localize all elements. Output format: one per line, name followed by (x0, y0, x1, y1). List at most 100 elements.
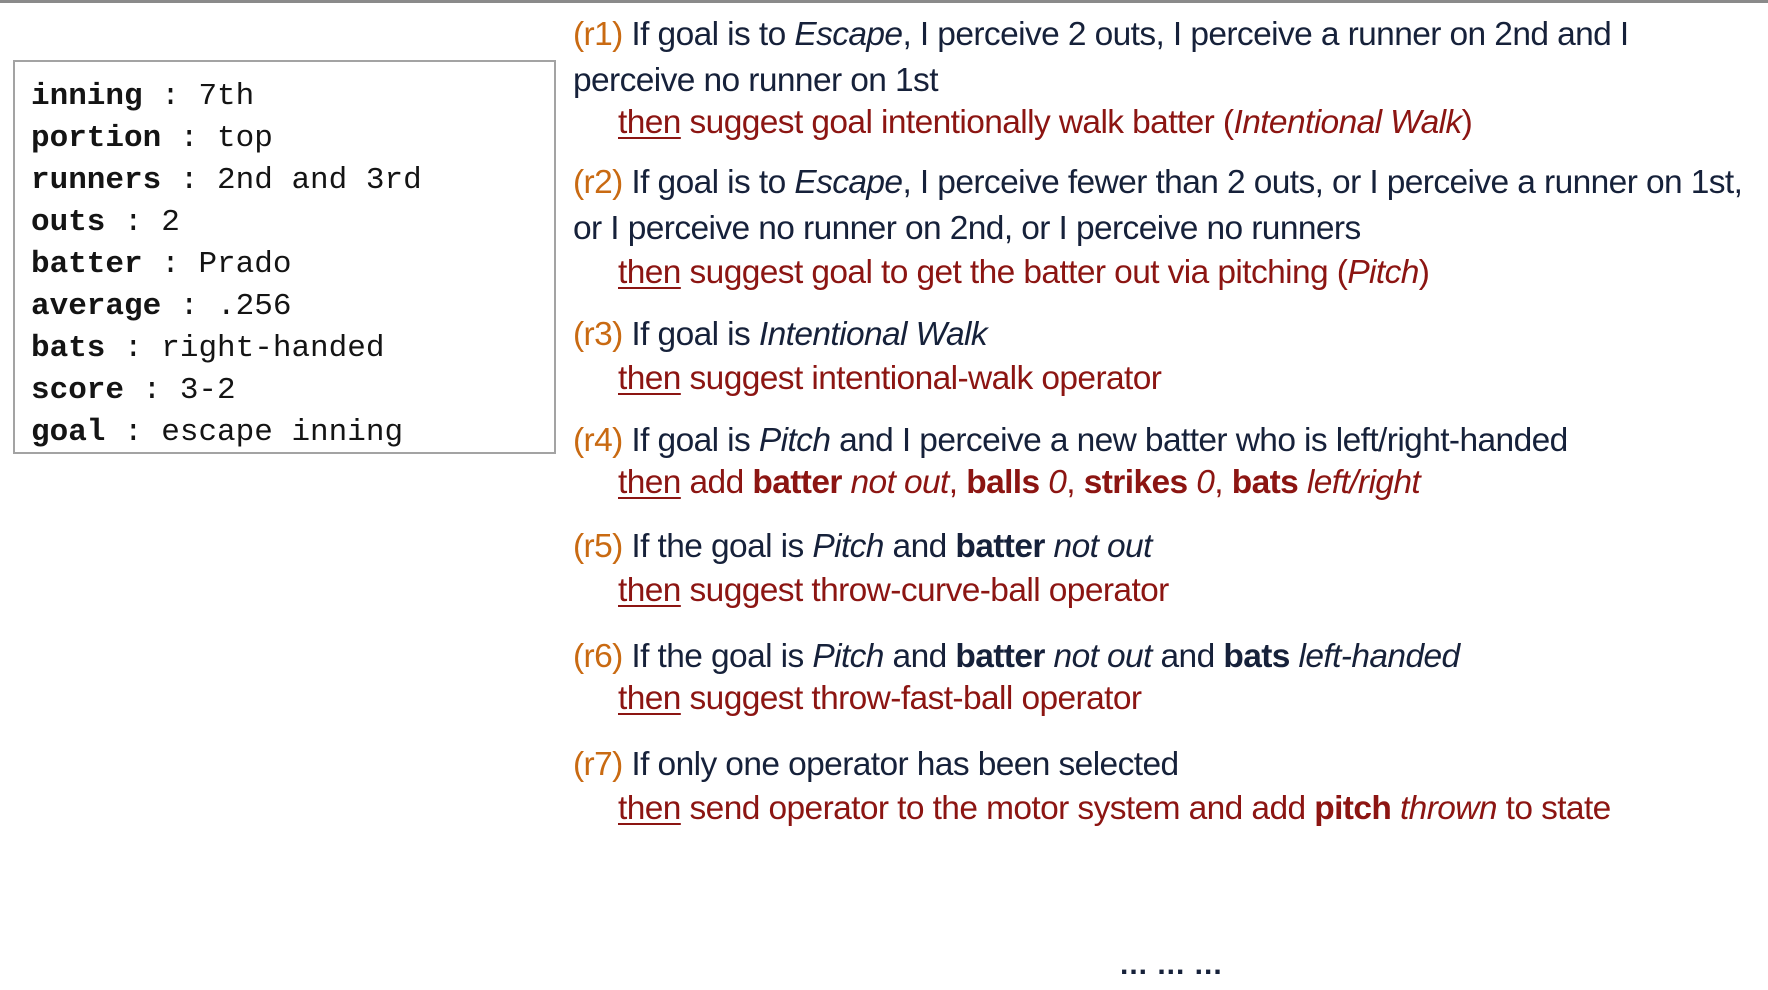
condition-value: not out (1044, 638, 1153, 675)
rule-id: (r1) (573, 16, 623, 53)
action-term: Intentional Walk (1233, 104, 1462, 141)
state-row-outs: outs : 2 (31, 202, 554, 244)
state-value: right-handed (161, 331, 385, 366)
action-text: ) (1461, 104, 1473, 141)
action-value: left/right (1298, 464, 1421, 501)
state-row-bats: bats : right-handed (31, 328, 554, 370)
then-keyword: then (618, 360, 681, 397)
state-value: 3-2 (179, 373, 236, 408)
rule-r1: (r1) If goal is to Escape, I perceive 2 … (573, 12, 1758, 146)
action-attribute: batter (752, 464, 842, 501)
action-text: , (948, 464, 967, 501)
action-attribute: bats (1231, 464, 1299, 501)
condition-term: Pitch (812, 528, 884, 565)
condition-attribute: batter (955, 638, 1045, 675)
state-value: Prado (198, 247, 292, 282)
state-key: runners (31, 163, 162, 198)
state-row-portion: portion : top (31, 118, 554, 160)
rule-r3: (r3) If goal is Intentional Walk then su… (573, 312, 1758, 402)
condition-text: and (1151, 638, 1224, 675)
condition-value: not out (1044, 528, 1153, 565)
rule-r7: (r7) If only one operator has been selec… (573, 742, 1758, 832)
state-row-runners: runners : 2nd and 3rd (31, 160, 554, 202)
state-row-inning: inning : 7th (31, 76, 554, 118)
action-text: send operator to the motor system and ad… (680, 790, 1315, 827)
rule-action: then suggest goal to get the batter out … (618, 250, 1758, 296)
rule-id: (r6) (573, 638, 623, 675)
condition-text: and (883, 528, 956, 565)
action-value: 0 (1039, 464, 1067, 501)
action-text: suggest goal to get the batter out via p… (680, 254, 1348, 291)
rule-id: (r7) (573, 746, 623, 783)
condition-text: , I perceive fewer than 2 outs, or I per… (902, 164, 1743, 201)
rule-id: (r2) (573, 164, 623, 201)
rule-condition: (r1) If goal is to Escape, I perceive 2 … (573, 12, 1758, 104)
condition-text: If goal is to (622, 16, 795, 53)
rule-condition: (r3) If goal is Intentional Walk (573, 312, 1758, 358)
rule-id: (r5) (573, 528, 623, 565)
condition-term: Pitch (812, 638, 884, 675)
condition-term: Escape (794, 16, 903, 53)
condition-attribute: batter (955, 528, 1045, 565)
condition-text: perceive no runner on 1st (573, 62, 939, 99)
state-key: inning (31, 79, 143, 114)
action-text: suggest intentional-walk operator (680, 360, 1162, 397)
state-value: escape inning (161, 415, 404, 450)
action-text: suggest goal intentionally walk batter ( (680, 104, 1235, 141)
state-row-batter: batter : Prado (31, 244, 554, 286)
action-text: suggest throw-curve-ball operator (680, 572, 1170, 609)
continuation-ellipsis: ... ... ... (1120, 948, 1223, 981)
rule-id: (r4) (573, 422, 623, 459)
state-row-goal: goal : escape inning (31, 412, 554, 454)
rule-r6: (r6) If the goal is Pitch and batter not… (573, 634, 1758, 722)
state-value: .256 (217, 289, 292, 324)
state-panel: inning : 7th portion : top runners : 2nd… (13, 60, 556, 454)
condition-text: If the goal is (622, 638, 813, 675)
state-value: 7th (198, 79, 255, 114)
state-key: average (31, 289, 162, 324)
then-keyword: then (618, 680, 681, 717)
state-key: score (31, 373, 125, 408)
action-text: , (1214, 464, 1232, 501)
state-row-average: average : .256 (31, 286, 554, 328)
action-value: thrown (1391, 790, 1498, 827)
action-term: Pitch (1347, 254, 1419, 291)
condition-text: If goal is (622, 422, 759, 459)
then-keyword: then (618, 464, 681, 501)
condition-text: If the goal is (622, 528, 813, 565)
condition-value: left-handed (1289, 638, 1461, 675)
action-attribute: balls (966, 464, 1040, 501)
rule-condition: (r6) If the goal is Pitch and batter not… (573, 634, 1758, 680)
state-separator: : (105, 205, 162, 240)
state-separator: : (124, 373, 180, 408)
rule-action: then add batter not out, balls 0, strike… (618, 460, 1758, 506)
rule-r4: (r4) If goal is Pitch and I perceive a n… (573, 418, 1758, 506)
state-key: batter (31, 247, 143, 282)
rule-r5: (r5) If the goal is Pitch and batter not… (573, 524, 1758, 614)
action-value: not out (841, 464, 950, 501)
state-separator: : (161, 121, 218, 156)
condition-text: , I perceive 2 outs, I perceive a runner… (902, 16, 1629, 53)
rule-action: then send operator to the motor system a… (618, 786, 1758, 832)
state-key: bats (31, 331, 106, 366)
rule-condition: (r5) If the goal is Pitch and batter not… (573, 524, 1758, 570)
state-key: outs (31, 205, 106, 240)
state-key: goal (31, 415, 106, 450)
condition-text: and (883, 638, 956, 675)
condition-term: Pitch (758, 422, 831, 459)
action-value: 0 (1187, 464, 1215, 501)
rules-list: (r1) If goal is to Escape, I perceive 2 … (573, 12, 1758, 832)
rule-condition: (r4) If goal is Pitch and I perceive a n… (573, 418, 1758, 464)
action-text: to state (1496, 790, 1612, 827)
then-keyword: then (618, 104, 681, 141)
condition-term: Intentional Walk (758, 316, 988, 353)
condition-text: If only one operator has been selected (622, 746, 1179, 783)
state-separator: : (105, 331, 162, 366)
state-value: top (217, 121, 273, 156)
rule-condition: (r7) If only one operator has been selec… (573, 742, 1758, 788)
rule-id: (r3) (573, 316, 623, 353)
state-separator: : (142, 79, 199, 114)
rule-action: then suggest goal intentionally walk bat… (618, 100, 1758, 146)
condition-attribute: bats (1223, 638, 1290, 675)
action-text: suggest throw-fast-ball operator (680, 680, 1143, 717)
